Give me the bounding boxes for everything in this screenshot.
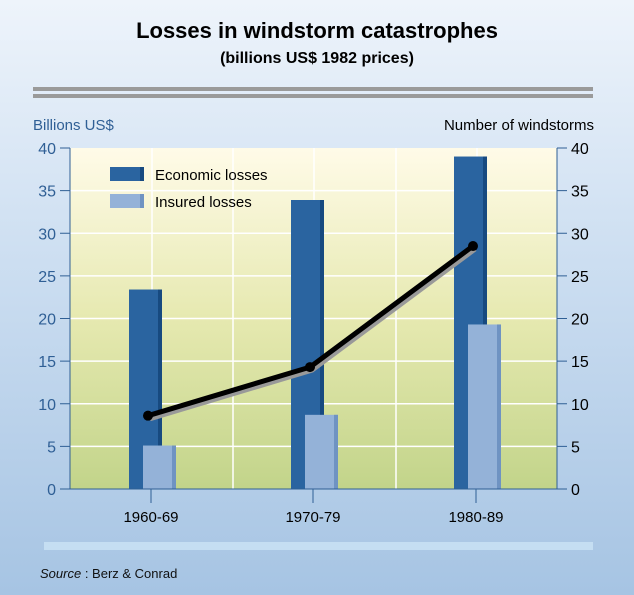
y-tick-label: 20	[38, 312, 56, 329]
chart-title: Losses in windstorm catastrophes	[136, 18, 498, 43]
bar-insured-side	[334, 414, 338, 489]
bar-insured-losses	[468, 324, 501, 489]
bar-insured-side	[172, 445, 176, 489]
y2-tick-label: 25	[571, 269, 589, 286]
line-point	[468, 241, 478, 252]
y-tick-label: 25	[38, 269, 56, 286]
y2-tick-label: 30	[571, 226, 589, 243]
chart-subtitle: (billions US$ 1982 prices)	[220, 50, 414, 67]
legend-swatch-insured	[110, 194, 144, 208]
x-tick-label: 1960-69	[123, 509, 178, 526]
source-note: Source : Berz & Conrad	[40, 566, 178, 581]
x-tick-label: 1980-89	[448, 509, 503, 526]
y2-tick-label: 5	[571, 439, 580, 456]
y-tick-label: 40	[38, 141, 56, 158]
bar-economic-side	[158, 289, 162, 489]
y2-tick-label: 0	[571, 482, 580, 499]
y-axis-label: Billions US$	[33, 117, 115, 134]
y-tick-label: 30	[38, 226, 56, 243]
divider	[33, 87, 593, 91]
y-tick-label: 0	[47, 482, 56, 499]
line-point	[305, 362, 315, 373]
y2-tick-label: 10	[571, 397, 589, 414]
y2-tick-label: 40	[571, 141, 589, 158]
y2-tick-label: 35	[571, 184, 589, 201]
divider	[33, 94, 593, 98]
legend-swatch-economic	[110, 167, 144, 181]
y2-tick-label: 15	[571, 354, 589, 371]
y-tick-label: 5	[47, 439, 56, 456]
line-point	[143, 410, 153, 421]
y2-tick-label: 20	[571, 312, 589, 329]
y-tick-label: 15	[38, 354, 56, 371]
legend-label-insured: Insured losses	[155, 194, 252, 211]
bar-economic-side	[320, 200, 324, 489]
x-tick-label: 1970-79	[285, 509, 340, 526]
bar-insured-losses	[305, 414, 338, 489]
bottom-rule	[44, 542, 593, 550]
y2-axis-label: Number of windstorms	[444, 117, 594, 134]
y-tick-label: 10	[38, 397, 56, 414]
y-tick-label: 35	[38, 184, 56, 201]
bar-insured-side	[497, 324, 501, 489]
bar-economic-side	[483, 156, 487, 489]
legend-label-economic: Economic losses	[155, 167, 268, 184]
bar-insured-losses	[143, 445, 176, 489]
